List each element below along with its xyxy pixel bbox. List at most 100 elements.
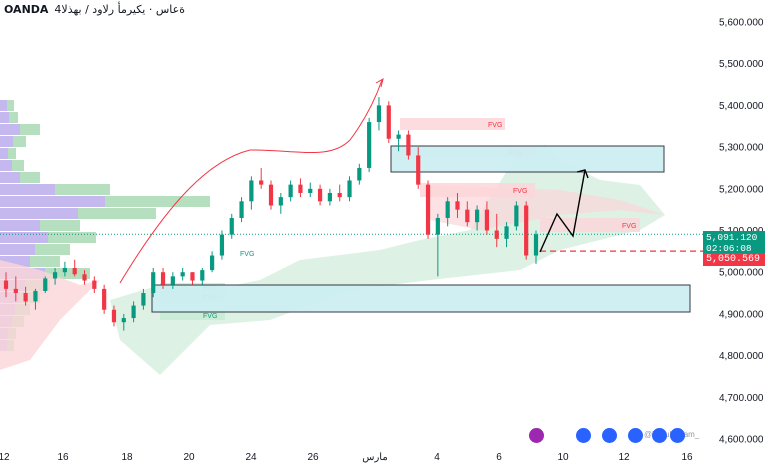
- candle[interactable]: [141, 293, 146, 306]
- volume-profile-bar: [78, 208, 156, 219]
- candle[interactable]: [229, 217, 234, 235]
- candle[interactable]: [268, 184, 274, 206]
- supply-zone[interactable]: [390, 145, 665, 173]
- candle[interactable]: [298, 184, 303, 193]
- candle[interactable]: [494, 230, 499, 239]
- candle[interactable]: [524, 205, 529, 256]
- volume-profile-bar: [0, 112, 9, 123]
- volume-profile-bar: [45, 268, 90, 279]
- candle[interactable]: [190, 272, 195, 281]
- volume-profile-bar: [20, 124, 40, 135]
- candle[interactable]: [317, 188, 323, 202]
- candle[interactable]: [445, 201, 450, 218]
- volume-profile-bar: [0, 220, 40, 231]
- candle[interactable]: [200, 270, 205, 281]
- candle[interactable]: [239, 201, 244, 218]
- trend-arrow: [119, 79, 383, 284]
- candle[interactable]: [278, 197, 283, 206]
- y-tick-label: 5,400.000: [719, 101, 764, 112]
- x-tick-label: 26: [307, 452, 319, 463]
- fvg-box: [205, 248, 275, 258]
- candle[interactable]: [249, 180, 254, 202]
- fvg-label: FVG: [488, 122, 502, 129]
- candle[interactable]: [210, 255, 215, 271]
- candle[interactable]: [465, 209, 470, 223]
- candle[interactable]: [406, 134, 411, 156]
- candle[interactable]: [337, 192, 342, 198]
- us-flag-event-icon[interactable]: [576, 428, 591, 443]
- candle[interactable]: [376, 105, 382, 123]
- demand-zone[interactable]: [151, 284, 691, 313]
- candle[interactable]: [111, 309, 117, 323]
- volume-profile-bar: [35, 244, 70, 255]
- projection-path: [539, 169, 586, 253]
- us-flag-event-icon[interactable]: [670, 428, 685, 443]
- projection-arrowhead: [576, 169, 589, 179]
- volume-profile-bar: [0, 136, 13, 147]
- candle[interactable]: [102, 288, 107, 310]
- candle[interactable]: [43, 278, 48, 291]
- current-price: 5,091.120: [706, 232, 758, 243]
- candle[interactable]: [82, 274, 87, 281]
- volume-profile-bar: [0, 232, 48, 243]
- candle[interactable]: [514, 205, 519, 227]
- candle[interactable]: [52, 272, 58, 279]
- y-tick-label: 4,900.000: [719, 309, 764, 320]
- candle[interactable]: [347, 180, 352, 198]
- candle[interactable]: [3, 280, 9, 289]
- candle[interactable]: [13, 288, 18, 294]
- volume-profile-bar: [0, 124, 20, 135]
- volume-profile-bar: [30, 256, 60, 267]
- candle[interactable]: [533, 234, 539, 256]
- volume-profile-bar: [0, 100, 7, 111]
- volume-profile-bar: [7, 100, 14, 111]
- candle[interactable]: [396, 134, 401, 139]
- us-flag-event-icon[interactable]: [602, 428, 617, 443]
- x-tick-label: 4: [434, 452, 440, 463]
- candle[interactable]: [367, 122, 372, 168]
- trend-arrow-head: [375, 77, 384, 88]
- candle[interactable]: [416, 155, 421, 185]
- candle[interactable]: [131, 305, 136, 319]
- candle[interactable]: [259, 180, 264, 185]
- y-tick-label: 4,600.000: [719, 435, 764, 446]
- x-tick-label: 20: [183, 452, 195, 463]
- candle[interactable]: [288, 184, 293, 198]
- fvg-label: FVG: [513, 188, 527, 195]
- candle[interactable]: [121, 318, 126, 323]
- candle[interactable]: [160, 272, 166, 285]
- fvg-box: [420, 183, 535, 197]
- fvg-label: FVG: [203, 313, 217, 320]
- us-flag-event-icon[interactable]: [628, 428, 643, 443]
- candle[interactable]: [484, 209, 490, 231]
- candle[interactable]: [180, 272, 185, 277]
- candle[interactable]: [170, 276, 175, 285]
- candle[interactable]: [92, 280, 97, 289]
- candle[interactable]: [357, 167, 362, 181]
- fvg-box: [400, 118, 505, 130]
- volume-profile-bar: [8, 148, 16, 159]
- candle[interactable]: [62, 268, 67, 273]
- candle[interactable]: [435, 217, 440, 235]
- candle[interactable]: [219, 234, 225, 256]
- fvg-box: [160, 310, 225, 320]
- candle[interactable]: [72, 268, 77, 275]
- candle[interactable]: [504, 226, 509, 239]
- volume-profile-bar: [12, 160, 24, 171]
- lightning-event-icon[interactable]: [529, 428, 544, 443]
- volume-profile-bar: [105, 196, 210, 207]
- cloud-area: [0, 260, 100, 370]
- candle[interactable]: [33, 290, 38, 302]
- y-tick-label: 4,800.000: [719, 351, 764, 362]
- candle[interactable]: [386, 105, 391, 139]
- candle[interactable]: [151, 272, 156, 294]
- candle[interactable]: [23, 293, 28, 302]
- candle[interactable]: [327, 192, 332, 202]
- candle[interactable]: [455, 201, 460, 210]
- candle[interactable]: [425, 184, 431, 235]
- candle[interactable]: [475, 209, 480, 223]
- us-flag-event-icon[interactable]: [652, 428, 667, 443]
- candle[interactable]: [308, 188, 313, 193]
- volume-profile-bar: [0, 256, 30, 267]
